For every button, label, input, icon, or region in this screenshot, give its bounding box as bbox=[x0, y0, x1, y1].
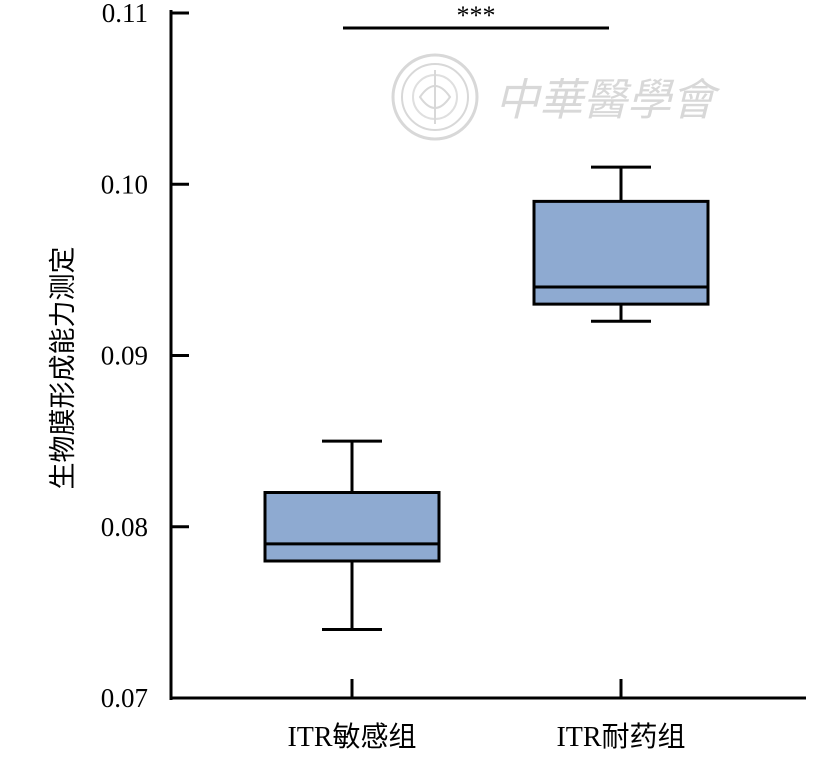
y-tick-label: 0.11 bbox=[102, 0, 148, 28]
y-axis: 0.07 0.08 0.09 0.10 0.11 bbox=[101, 0, 189, 713]
watermark-text: 中華醫學會 bbox=[495, 75, 721, 126]
significance-bracket: *** bbox=[343, 1, 609, 30]
y-tick-label: 0.08 bbox=[101, 512, 148, 542]
significance-label: *** bbox=[457, 1, 496, 30]
iqr-box bbox=[263, 491, 441, 563]
y-tick-label: 0.07 bbox=[101, 683, 148, 713]
y-tick-label: 0.10 bbox=[101, 169, 148, 199]
watermark-seal-icon bbox=[391, 53, 479, 141]
x-tick-label: ITR耐药组 bbox=[556, 721, 685, 753]
box-plot bbox=[532, 165, 710, 323]
y-axis-title: 生物膜形成能力测定 bbox=[48, 247, 79, 490]
box-plot bbox=[263, 439, 441, 631]
y-tick-label: 0.09 bbox=[101, 341, 148, 371]
x-tick-label: ITR敏感组 bbox=[287, 721, 416, 753]
x-axis: ITR敏感组 ITR耐药组 bbox=[169, 679, 806, 753]
watermark: 中華醫學會 bbox=[391, 53, 721, 141]
boxes bbox=[263, 165, 710, 631]
iqr-box bbox=[532, 199, 710, 306]
